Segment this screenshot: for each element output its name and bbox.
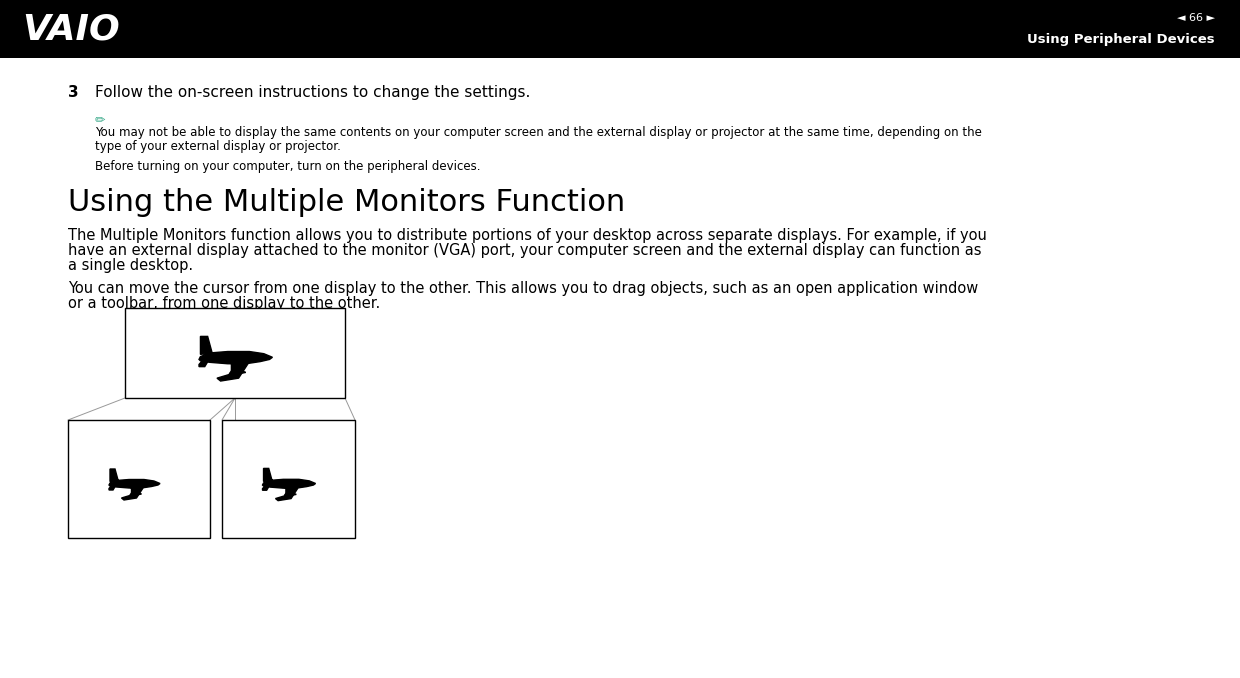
Polygon shape (198, 336, 273, 364)
Bar (0, 0, 1240, 58)
Polygon shape (275, 487, 298, 500)
Text: The Multiple Monitors function allows you to distribute portions of your desktop: The Multiple Monitors function allows yo… (68, 228, 987, 243)
Polygon shape (263, 468, 315, 488)
Text: You may not be able to display the same contents on your computer screen and the: You may not be able to display the same … (95, 126, 982, 139)
Text: ◄ 66 ►: ◄ 66 ► (1177, 13, 1215, 23)
Bar (68, 420, 210, 538)
Polygon shape (263, 485, 270, 490)
Polygon shape (122, 487, 143, 500)
Text: Using Peripheral Devices: Using Peripheral Devices (1028, 33, 1215, 47)
Text: ✏: ✏ (95, 114, 105, 127)
Polygon shape (217, 363, 248, 381)
Polygon shape (109, 469, 160, 488)
Bar (125, 308, 345, 398)
Polygon shape (229, 371, 246, 374)
Text: Before turning on your computer, turn on the peripheral devices.: Before turning on your computer, turn on… (95, 160, 481, 173)
Polygon shape (130, 493, 141, 496)
Polygon shape (284, 494, 296, 496)
Polygon shape (198, 359, 210, 367)
Text: or a toolbar, from one display to the other.: or a toolbar, from one display to the ot… (68, 296, 381, 311)
Text: have an external display attached to the monitor (VGA) port, your computer scree: have an external display attached to the… (68, 243, 982, 258)
Text: VAIO: VAIO (22, 12, 120, 46)
Text: type of your external display or projector.: type of your external display or project… (95, 140, 341, 153)
Text: Follow the on-screen instructions to change the settings.: Follow the on-screen instructions to cha… (95, 85, 531, 100)
Text: a single desktop.: a single desktop. (68, 258, 193, 273)
Text: Using the Multiple Monitors Function: Using the Multiple Monitors Function (68, 188, 625, 217)
Text: You can move the cursor from one display to the other. This allows you to drag o: You can move the cursor from one display… (68, 281, 978, 296)
Bar (222, 420, 355, 538)
Text: 3: 3 (68, 85, 78, 100)
Polygon shape (109, 485, 117, 490)
